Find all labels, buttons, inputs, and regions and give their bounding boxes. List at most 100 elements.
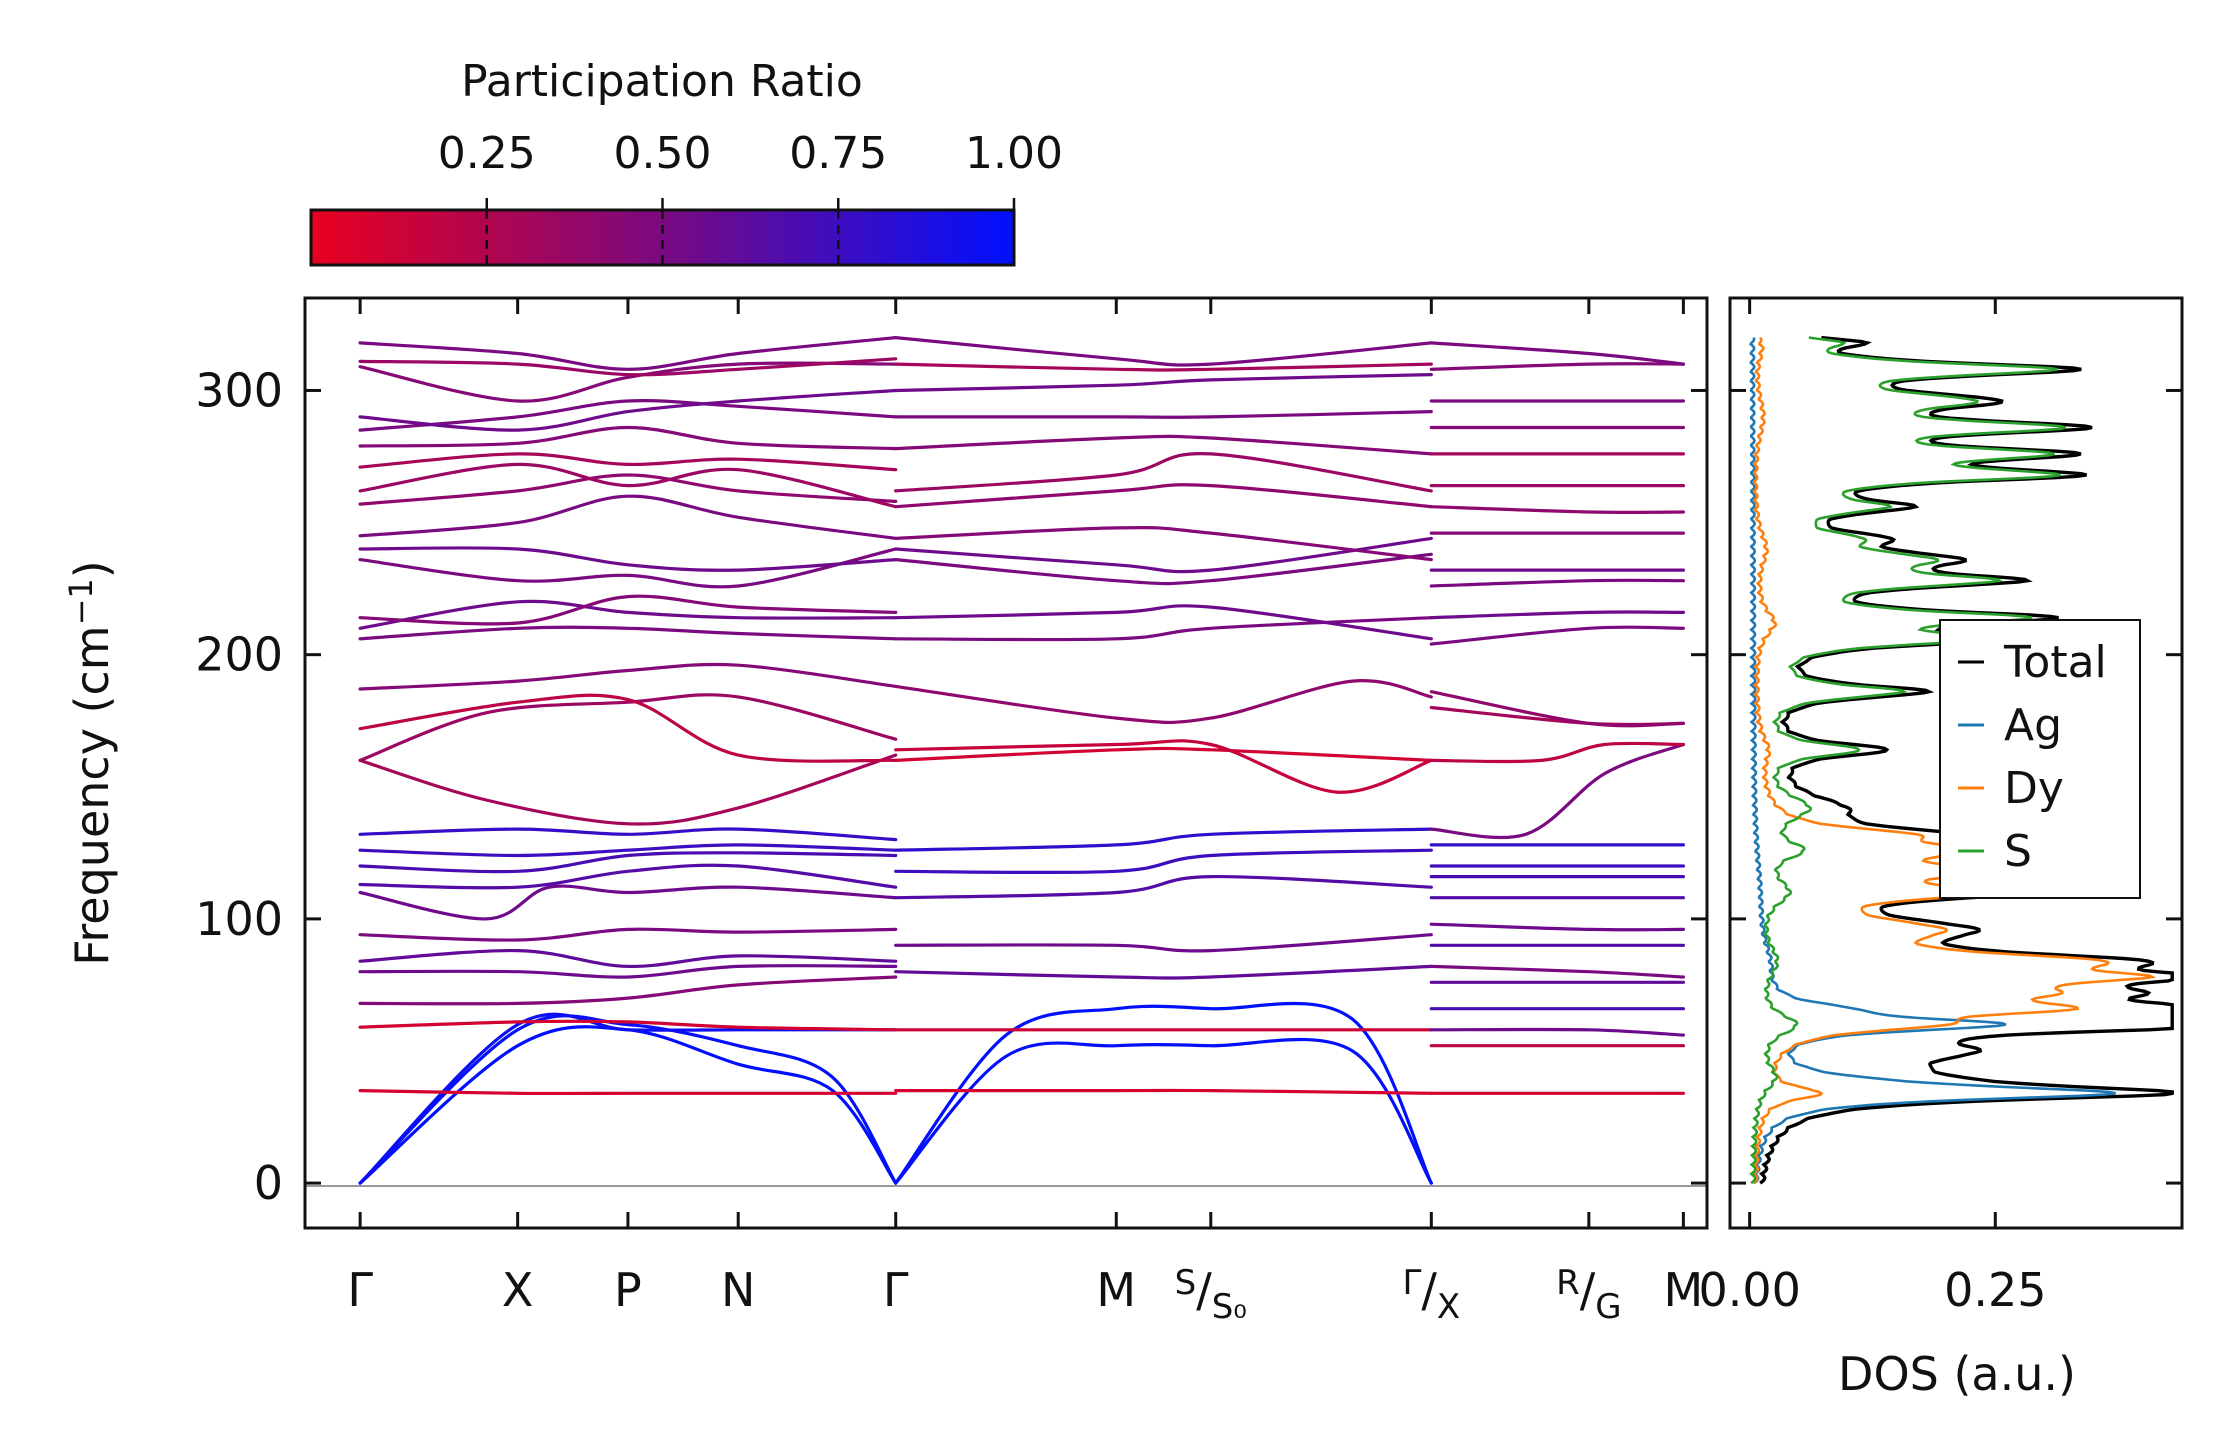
phonon-band [358,599,898,630]
dos-axes-frame [1728,296,2184,1230]
colorbar-tick-label: 0.50 [614,128,712,179]
phonon-band [358,693,898,762]
phonon-band [1429,705,1685,727]
phonon-band [358,462,898,509]
phonon-band [358,863,898,890]
phonon-band [1429,625,1685,646]
legend-label: Dy [2004,763,2064,814]
k-point-label: Γ/X [1402,1263,1460,1327]
phonon-band [894,483,1433,509]
bands [358,336,1685,1185]
dos-y-ticks [1730,388,2182,1185]
phonon-band [358,753,898,826]
phonon-band [1429,341,1685,366]
phonon-band [894,552,1433,586]
phonon-band [894,616,1433,642]
phonon-band [894,1001,1433,1185]
phonon-band [358,884,898,921]
phonon-band [358,662,898,691]
phonon-band [358,693,898,763]
dos-lines [1749,335,2174,1185]
band-x-ticks: Γ X P N Γ M S/S₀ Γ/X R/G M [347,298,1703,1327]
phonon-band [358,594,898,626]
phonon-band [894,739,1433,794]
phonon-band [894,679,1433,725]
phonon-band [894,964,1433,980]
k-point-label: M [1664,1263,1704,1317]
phonon-band [358,851,898,874]
phonon-band [358,827,898,842]
colorbar: Participation Ratio 0.25 0.50 0.75 1.00 [309,56,1063,267]
band-y-ticks: 0 100 200 300 [195,363,1707,1210]
y-axis-title: Frequency (cm−1) [62,560,119,965]
phonon-band [1429,964,1685,979]
phonon-band [894,746,1433,762]
phonon-band [358,964,898,979]
phonon-band [358,975,898,1006]
k-point-label: S/S₀ [1175,1263,1247,1327]
k-point-label: X [502,1263,534,1317]
phonon-band [358,361,898,403]
phonon-band [358,399,898,432]
phonon-band [894,410,1433,419]
phonon-band [358,336,898,371]
phonon-band [358,452,898,472]
phonon-band [894,536,1433,574]
k-point-label: Γ [883,1263,909,1317]
k-point-label: Γ [347,1263,373,1317]
colorbar-tick-label: 1.00 [965,128,1063,179]
phonon-band [894,362,1433,372]
phonon-band [894,373,1433,393]
phonon-band [358,843,898,858]
phonon-band [1429,922,1685,932]
legend-label: Ag [2004,700,2062,751]
phonon-band [1429,578,1685,588]
dos-x-tick-label: 0.25 [1944,1263,2046,1317]
phonon-band [358,1014,898,1185]
phonon-band [1429,741,1685,764]
dos-x-ticks: 0.00 0.25 [1698,298,2047,1317]
dos-legend: Total Ag Dy S [1939,619,2141,899]
legend-label: Total [2003,637,2107,688]
phonon-band [894,827,1433,852]
phonon-band [894,1037,1433,1185]
y-tick-label: 0 [254,1156,283,1210]
phonon-band [358,494,898,540]
phonon-band [358,1025,898,1185]
phonon-band [894,1088,1433,1095]
y-tick-label: 200 [195,628,283,682]
phonon-band [894,933,1433,953]
phonon-band [1429,1027,1685,1037]
k-point-label: M [1096,1263,1136,1317]
phonon-band [894,848,1433,875]
y-tick-label: 300 [195,363,283,417]
k-point-label: P [614,1263,642,1317]
phonon-band [358,1089,898,1096]
band-structure-panel: 0 100 200 300 Γ X P N Γ M S/S₀ Γ/X R/G M Frequency (… [62,296,1709,1327]
band-axes-frame [303,296,1709,1230]
dos-x-axis-title: DOS (a.u.) [1838,1347,2076,1401]
k-point-label: R/G [1556,1263,1621,1327]
phonon-band [894,526,1433,562]
phonon-band [358,547,898,589]
phonon-band [358,625,898,641]
phonon-band [358,948,898,969]
phonon-band [894,604,1433,641]
colorbar-tick-label: 0.25 [438,128,536,179]
phonon-band [358,927,898,942]
phonon-band [1429,742,1685,840]
phonon-band [358,388,898,432]
dos-panel: 0.00 0.25 DOS (a.u.) Total Ag Dy S [1698,296,2184,1401]
phonon-band [358,546,898,572]
dos-x-tick-label: 0.00 [1698,1263,1800,1317]
phonon-band [894,434,1433,456]
phonon-band [894,336,1433,367]
phonon-band [358,425,898,451]
y-tick-label: 100 [195,892,283,946]
dos-curve-dy [1751,336,2157,1185]
phonon-band [1429,610,1685,620]
phonon-band [358,473,898,506]
colorbar-title: Participation Ratio [461,56,863,107]
k-point-label: N [721,1263,755,1317]
